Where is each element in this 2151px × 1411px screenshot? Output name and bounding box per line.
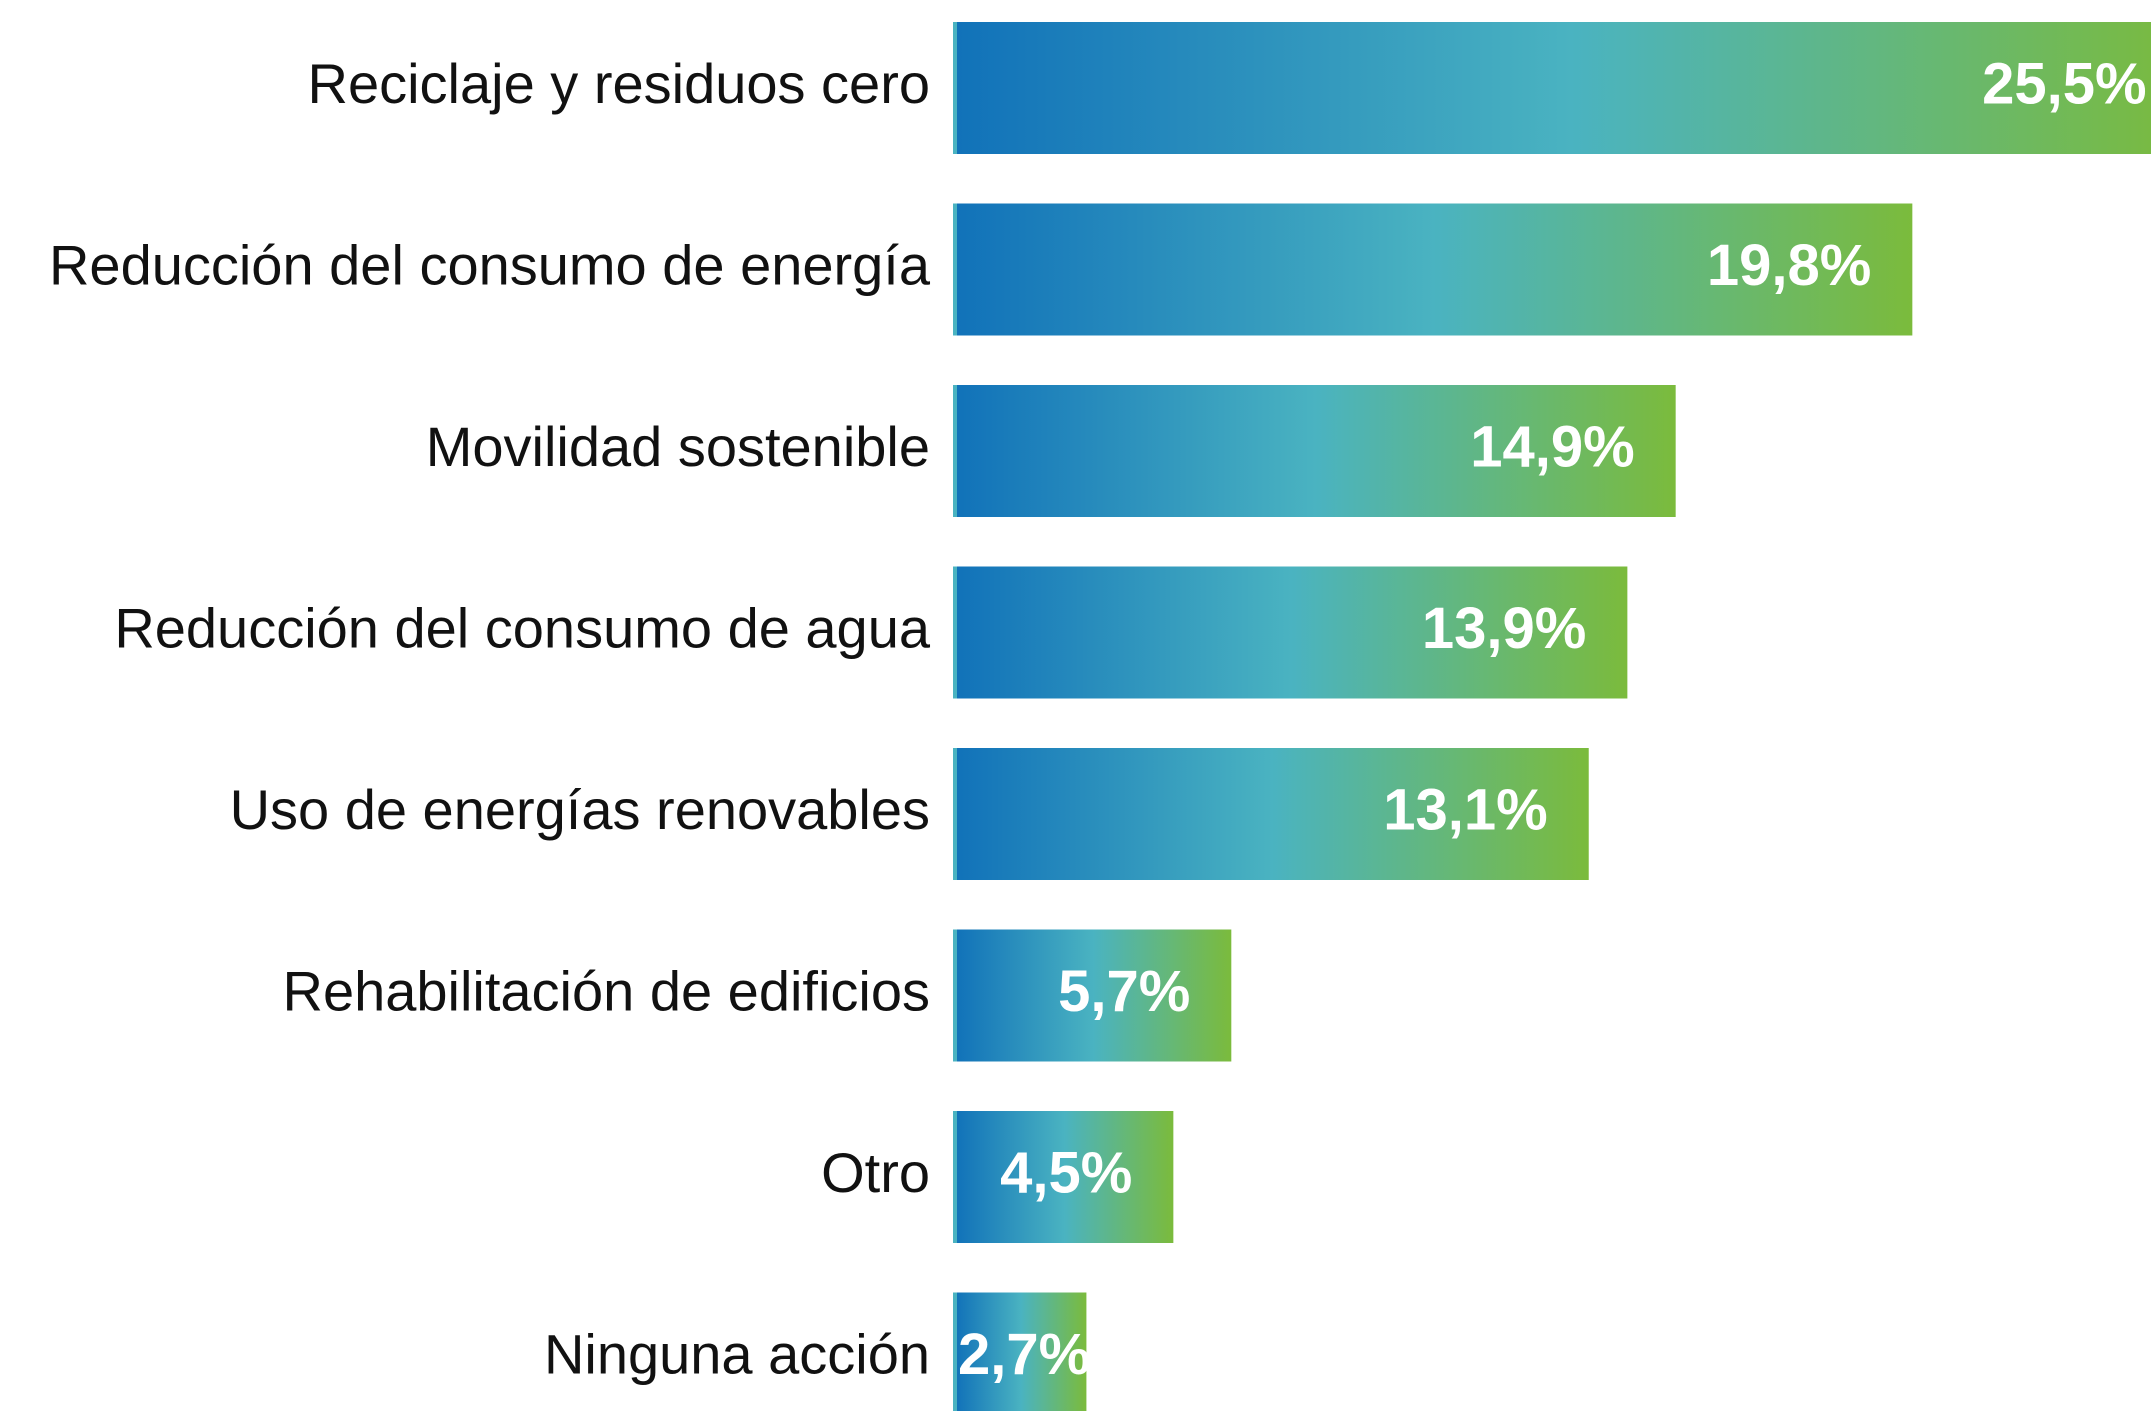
category-label: Reducción del consumo de agua (114, 596, 931, 659)
value-label: 4,5% (1000, 1140, 1132, 1205)
value-label: 14,9% (1470, 414, 1634, 479)
category-label: Reducción del consumo de energía (49, 233, 931, 296)
category-label: Uso de energías renovables (230, 778, 930, 841)
bar (956, 1111, 1174, 1243)
category-label: Rehabilitación de edificios (283, 959, 931, 1022)
bar (956, 385, 1676, 517)
bar (956, 929, 1232, 1062)
value-label: 13,9% (1422, 596, 1586, 661)
bar-edge (953, 22, 957, 154)
value-label: 25,5% (1982, 51, 2146, 116)
category-label: Movilidad sostenible (426, 415, 930, 478)
value-label: 13,1% (1383, 777, 1547, 842)
category-label: Ninguna acción (544, 1322, 930, 1385)
value-label: 5,7% (1058, 959, 1190, 1024)
bar-edge (953, 929, 957, 1062)
bar-edge (953, 1292, 957, 1411)
value-label: 2,7% (958, 1322, 1090, 1387)
bar (956, 203, 1913, 336)
category-label: Reciclaje y residuos cero (308, 52, 930, 115)
bar (956, 566, 1628, 699)
bar-edge (953, 566, 957, 699)
bar-edge (953, 748, 957, 880)
bar-edge (953, 203, 957, 336)
bar (956, 748, 1589, 880)
value-label: 19,8% (1707, 233, 1871, 298)
bar (956, 22, 2151, 154)
bar-edge (953, 385, 957, 517)
bar (956, 1292, 1087, 1411)
category-label: Otro (821, 1141, 930, 1204)
bar-edge (953, 1111, 957, 1243)
